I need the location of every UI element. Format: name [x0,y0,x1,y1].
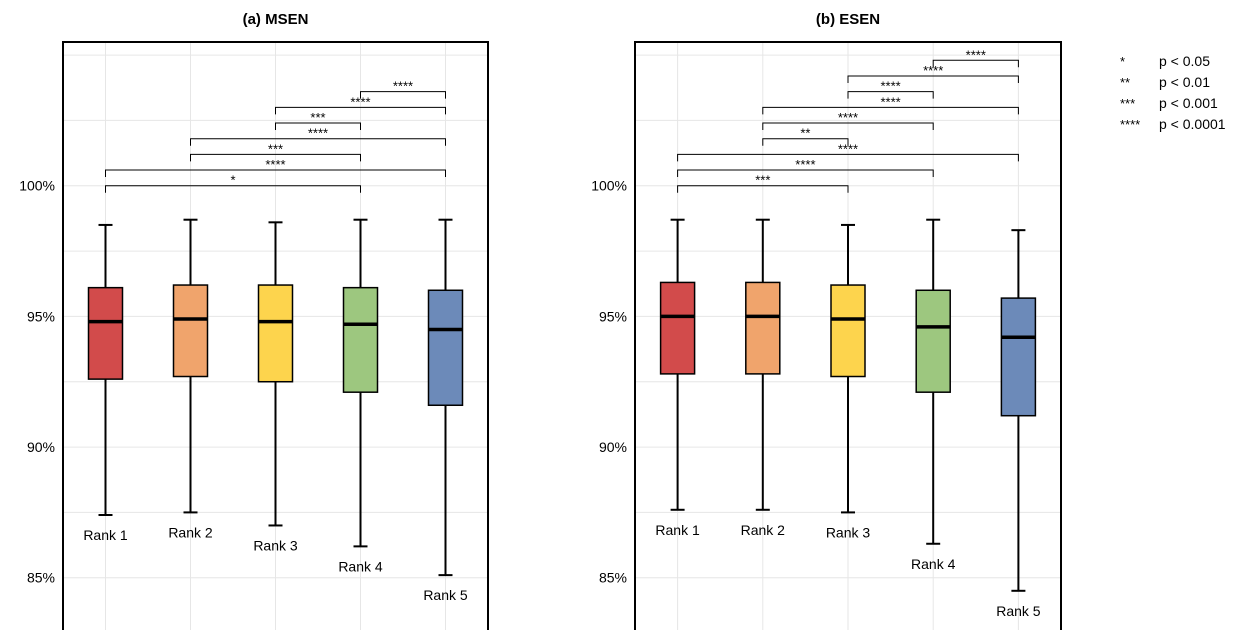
significance-stars: **** [880,94,900,109]
significance-stars: *** [755,173,770,188]
category-label: Rank 1 [83,527,128,543]
y-tick-label: 85% [599,570,627,586]
significance-bracket [847,75,1019,83]
plot-frame [62,41,489,630]
category-label: Rank 5 [996,603,1041,619]
significance-bracket [762,138,849,146]
y-tick-label: 95% [599,308,627,324]
significance-bracket [762,122,934,131]
box-1 [659,281,696,375]
significance-bracket [677,153,1019,162]
category-label: Rank 3 [826,524,871,540]
significance-stars: *** [310,110,325,125]
legend-text: p < 0.0001 [1159,116,1226,132]
significance-stars: **** [795,157,815,172]
significance-stars: * [230,173,235,188]
box-4 [915,289,951,393]
significance-bracket [190,138,446,146]
panel-esen: (b) ESEN 85% 90% 95% 100% Rank 1 Rank 2 Rank 3 R… [591,11,1062,630]
legend-text: p < 0.001 [1159,95,1218,111]
significance-bracket [360,91,446,99]
box-3 [830,284,866,378]
chart-title: (b) ESEN [816,11,880,28]
box-4 [342,286,379,393]
significance-bracket [847,91,934,99]
significance-bracket [105,185,361,193]
significance-stars: **** [350,94,370,109]
significance-bracket [275,122,361,131]
box-2 [745,281,781,375]
y-tick-label: 90% [599,439,627,455]
significance-stars: **** [966,47,986,62]
legend-text: p < 0.01 [1159,74,1210,90]
category-label: Rank 4 [338,558,383,574]
significance-stars: **** [923,63,943,78]
significance-stars: **** [838,141,858,156]
significance-bracket [677,185,849,193]
chart-title: (a) MSEN [243,11,309,28]
panel-msen: (a) MSEN 85% 90% 95% 100% Rank 1 Rank 2 Rank 3 R… [19,11,489,630]
plot-frame [634,41,1062,630]
significance-stars: **** [265,157,285,172]
legend-symbol: **** [1120,117,1140,132]
legend-text: p < 0.05 [1159,53,1210,69]
box-3 [257,284,294,383]
significance-bracket [105,169,446,178]
significance-bracket [275,106,446,115]
significance-stars: **** [838,110,858,125]
y-tick-label: 85% [27,570,55,586]
legend-symbol: * [1120,54,1125,69]
significance-bracket [190,153,361,162]
box-2 [172,284,209,378]
legend-symbol: *** [1120,96,1135,111]
box-1 [87,286,124,380]
y-tick-label: 100% [591,178,627,194]
significance-stars: **** [308,126,328,141]
significance-stars: ** [800,126,810,141]
significance-bracket [677,169,934,178]
box-5 [1000,297,1037,417]
legend-symbol: ** [1120,75,1130,90]
category-label: Rank 4 [911,556,956,572]
category-label: Rank 1 [655,522,700,538]
y-tick-label: 90% [27,439,55,455]
significance-stars: **** [393,79,413,94]
category-label: Rank 5 [423,587,468,603]
category-label: Rank 2 [168,524,213,540]
y-tick-label: 95% [27,308,55,324]
significance-bracket [932,59,1019,68]
significance-stars: **** [880,79,900,94]
category-label: Rank 3 [253,537,298,553]
significance-legend: * p < 0.05 ** p < 0.01 *** p < 0.001 **** p < 0… [1120,53,1226,132]
box-5 [427,289,464,407]
significance-stars: *** [268,141,283,156]
y-tick-label: 100% [19,178,55,194]
significance-bracket [762,106,1019,115]
category-label: Rank 2 [741,522,786,538]
